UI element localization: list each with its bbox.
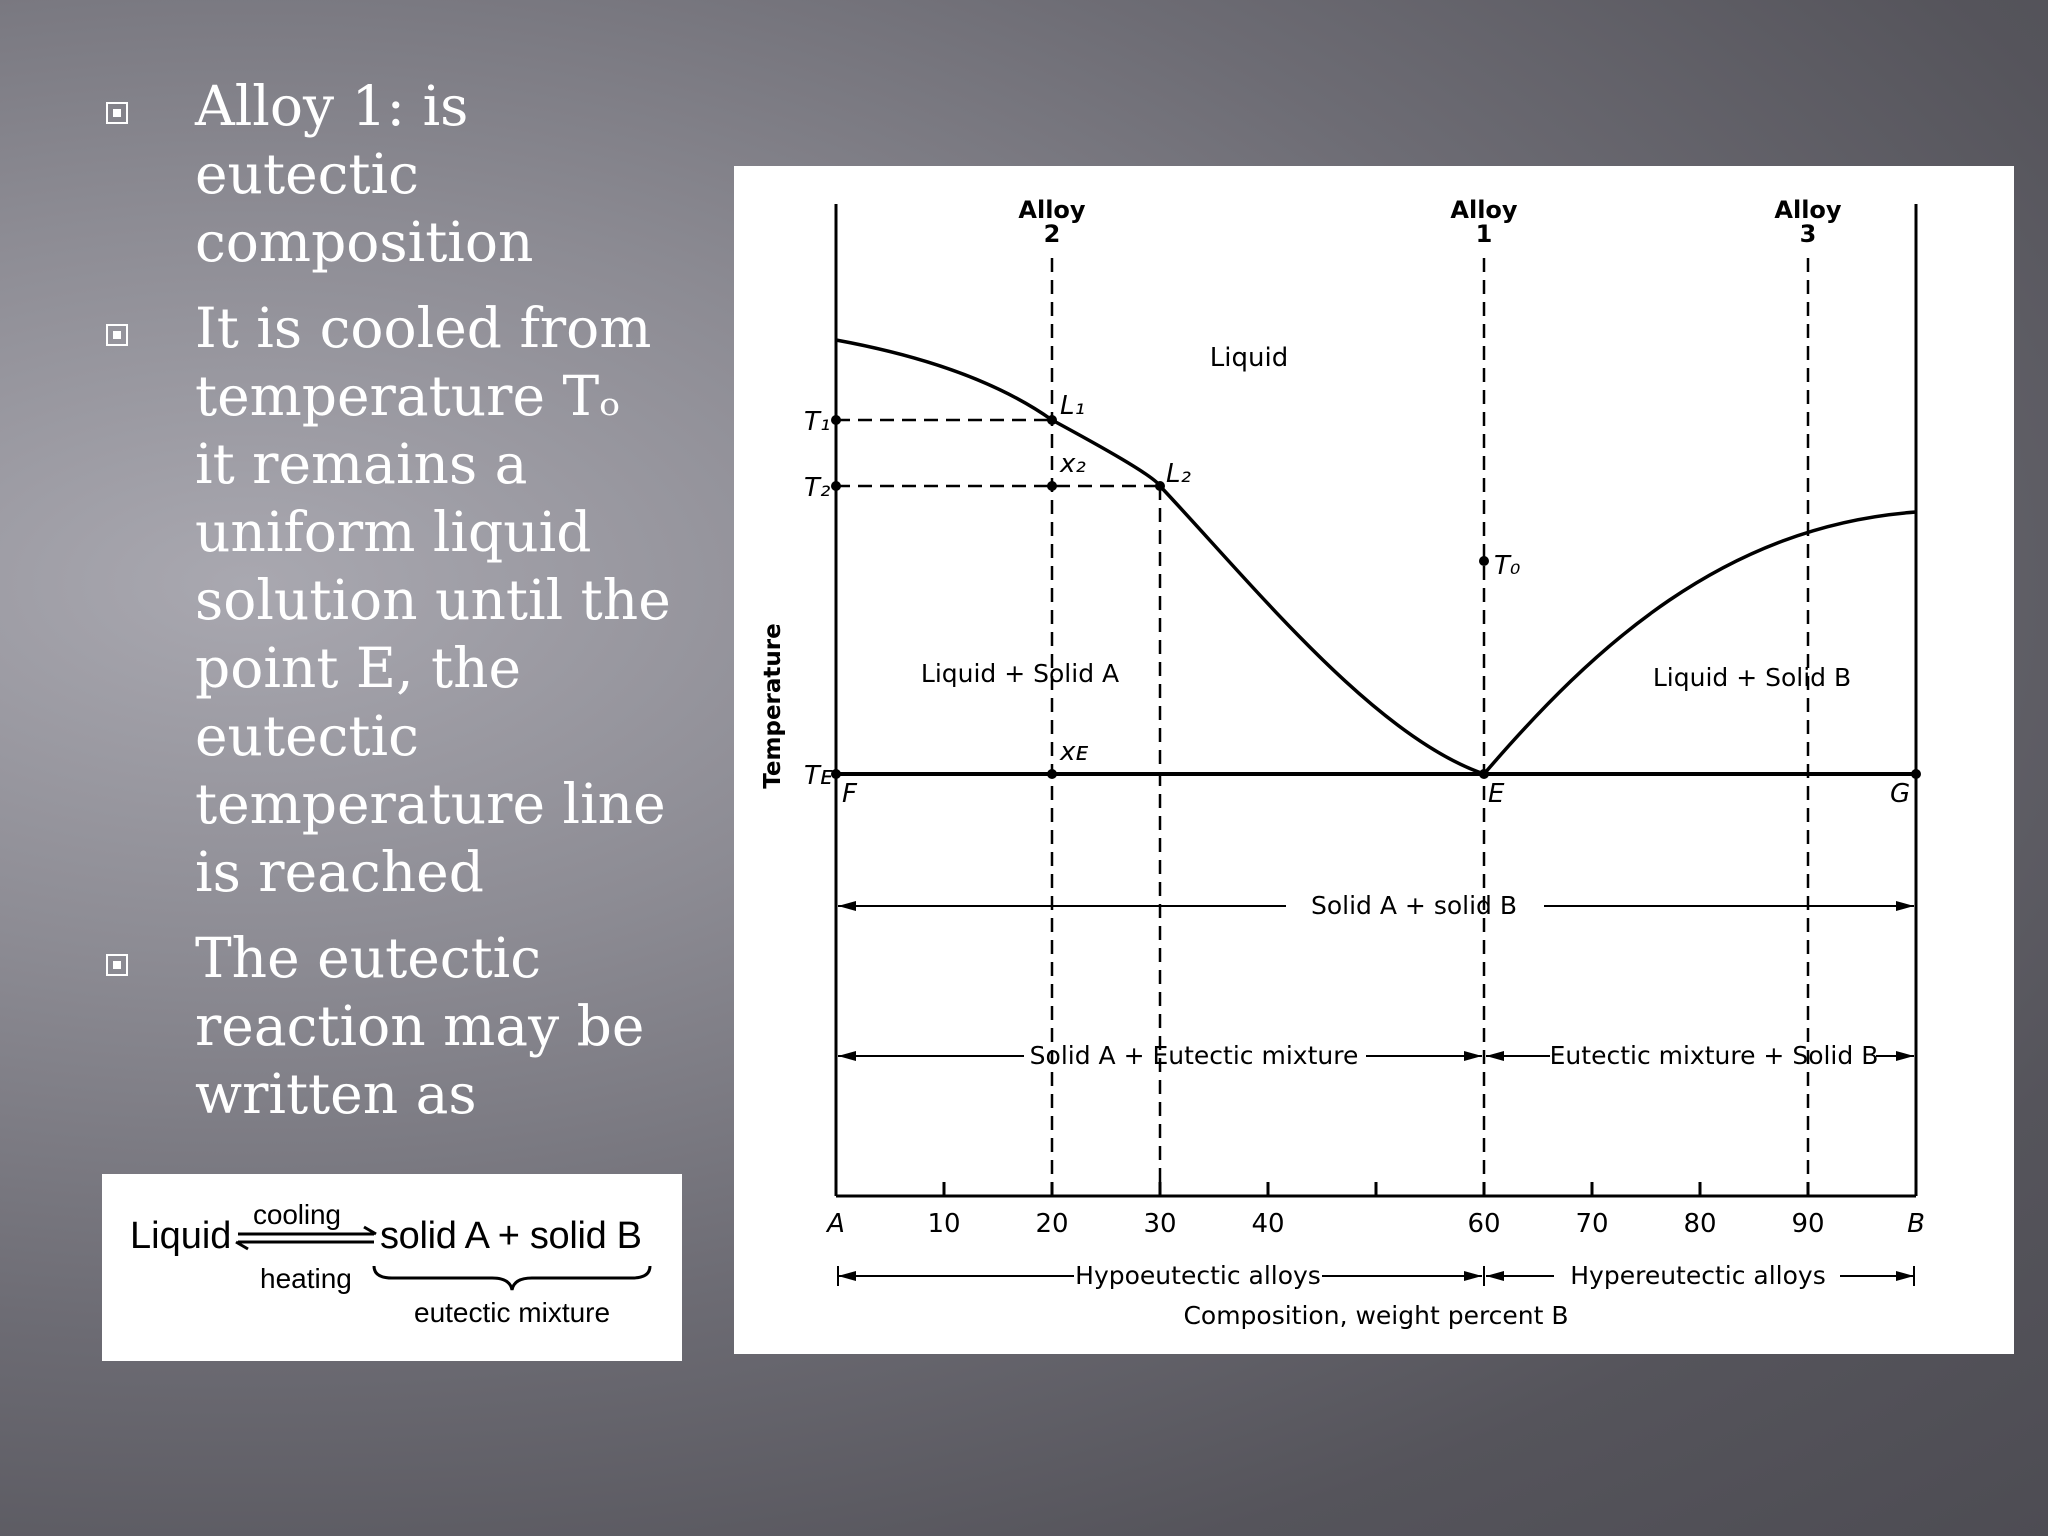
region-liquid-solid-a: Liquid + Solid A [921,659,1119,688]
x-tick-label: 40 [1251,1209,1284,1239]
x2-label: x₂ [1059,449,1086,479]
liquidus-left [835,338,1485,776]
bullet-list: Alloy 1: is eutectic composition It is c… [100,72,700,1146]
x-tick-label: 80 [1683,1209,1716,1239]
region-liquid: Liquid [1210,343,1288,373]
y-axis-label: Temperature [760,623,786,788]
x-tick-label: A [825,1209,845,1239]
equation-heating-label: heating [260,1263,352,1294]
arrowhead-left-icon [838,1271,856,1281]
region-eutectic-solid-b: Eutectic mixture + Solid B [1550,1041,1879,1070]
equation-cooling-label: cooling [253,1199,341,1230]
arrowhead-right-icon [1896,901,1914,911]
te-label: Tᴇ [804,761,833,791]
x-tick-label: 10 [927,1209,960,1239]
bullet-item: Alloy 1: is eutectic composition [100,72,700,276]
g-label: G [1890,779,1910,809]
region-solid-a-eutectic: Solid A + Eutectic mixture [1030,1041,1359,1070]
hypereutectic-label: Hypereutectic alloys [1570,1261,1826,1290]
x-tick-label: B [1907,1209,1925,1239]
square-bullet-icon [106,954,128,976]
arrowhead-right-icon [1464,1051,1482,1061]
square-bullet-icon [106,102,128,124]
arrowhead-left-icon [1486,1271,1504,1281]
cooling-arrowhead-icon [363,1225,377,1236]
x-tick-label: 70 [1575,1209,1608,1239]
region-solid-ab: Solid A + solid B [1311,891,1517,920]
l1-label: L₁ [1060,391,1085,421]
equation-solids: solid A + solid B [380,1215,642,1257]
t0-label: T₀ [1494,551,1521,581]
x-tick-label: 20 [1035,1209,1068,1239]
t2-label: T₂ [804,473,830,503]
alloy-1-number: 1 [1476,220,1493,248]
bullet-item: It is cooled from temperature Tₒ it rema… [100,294,700,906]
e-label: E [1488,779,1505,809]
equation-brace [372,1265,652,1291]
arrowhead-left-icon [838,901,856,911]
alloy-3-label: Alloy [1774,196,1842,224]
f-label: F [842,779,858,809]
liquidus-right [1482,510,1917,776]
equation-graphic: Liquid cooling heating solid A + solid B… [130,1199,652,1328]
bullet-text: Alloy 1: is eutectic composition [195,74,534,274]
x-tick-label: 30 [1143,1209,1176,1239]
bullet-item: The eutectic reaction may be written as [100,924,700,1128]
bullet-text: The eutectic reaction may be written as [195,926,645,1126]
eutectic-equation: Liquid cooling heating solid A + solid B… [102,1174,682,1361]
xe-label: xᴇ [1059,737,1088,767]
x-tick-label: 60 [1467,1209,1500,1239]
square-bullet-icon [106,324,128,346]
arrowhead-right-icon [1896,1051,1914,1061]
arrowhead-right-icon [1896,1271,1914,1281]
phase-diagram: Alloy 2 Alloy 1 Alloy 3 T₁ T₂ Tᴇ T₀ L₁ L… [734,166,2014,1354]
region-liquid-solid-b: Liquid + Solid B [1653,663,1851,692]
bullet-text: It is cooled from temperature Tₒ it rema… [195,296,671,904]
diagram-points [831,415,1921,779]
arrowhead-right-icon [1464,1271,1482,1281]
arrowhead-left-icon [838,1051,856,1061]
arrowhead-left-icon [1486,1051,1504,1061]
alloy-2-label: Alloy [1018,196,1086,224]
alloy-1-label: Alloy [1450,196,1518,224]
alloy-2-number: 2 [1044,220,1061,248]
equation-eutectic-mixture: eutectic mixture [414,1297,610,1328]
t1-label: T₁ [804,407,830,437]
hypoeutectic-label: Hypoeutectic alloys [1075,1261,1321,1290]
heating-arrowhead-icon [235,1240,249,1251]
alloy-3-number: 3 [1800,220,1817,248]
phase-diagram-svg: Alloy 2 Alloy 1 Alloy 3 T₁ T₂ Tᴇ T₀ L₁ L… [760,196,1925,1330]
l2-label: L₂ [1166,459,1191,489]
x-axis-label: Composition, weight percent B [1183,1301,1568,1330]
x-tick-label: 90 [1791,1209,1824,1239]
x-ticks [942,1182,1810,1196]
equation-liquid: Liquid [130,1215,231,1257]
